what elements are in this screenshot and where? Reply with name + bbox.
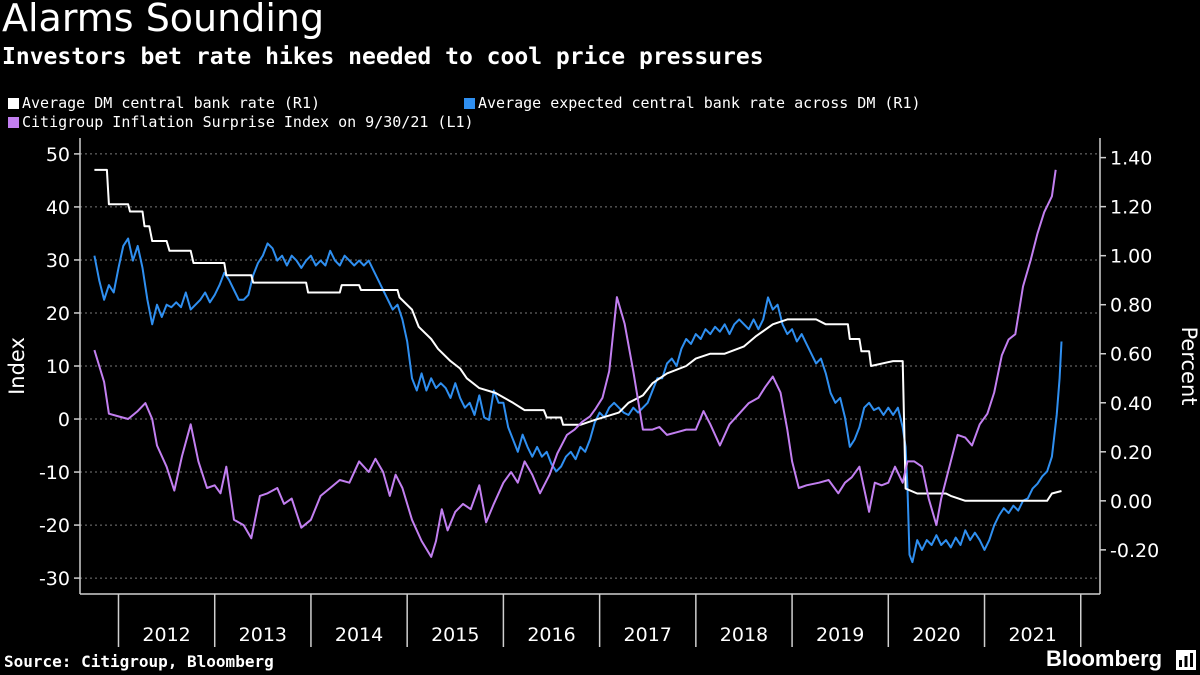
left-tick-label: -30 xyxy=(39,568,70,590)
chart-title: Alarms Sounding xyxy=(2,0,325,40)
legend-swatch-expected-rate xyxy=(464,97,475,109)
source-note: Source: Citigroup, Bloomberg xyxy=(4,652,274,671)
brand-logo: Bloomberg xyxy=(1046,646,1163,671)
year-label: 2014 xyxy=(335,624,383,646)
year-label: 2020 xyxy=(912,624,960,646)
year-label: 2013 xyxy=(239,624,287,646)
right-tick-label: 0.60 xyxy=(1110,344,1152,366)
year-label: 2019 xyxy=(816,624,864,646)
tick-labels: 50 40 30 20 10 0 -10 -20 -30 1.40 1.20 1.00 0.80 0.60… xyxy=(39,144,1159,647)
right-tick-label: 0.40 xyxy=(1110,393,1152,415)
year-label: 2017 xyxy=(624,624,672,646)
series-line-citi-index xyxy=(93,169,1057,558)
legend-swatch-citi-index xyxy=(8,116,19,128)
year-label: 2021 xyxy=(1008,624,1056,646)
chart-subtitle: Investors bet rate hikes needed to cool … xyxy=(2,44,764,70)
legend-item-expected-rate: Average expected central bank rate acros… xyxy=(464,94,921,112)
year-label: 2015 xyxy=(431,624,479,646)
left-tick-label: -20 xyxy=(39,515,70,537)
year-label: 2016 xyxy=(527,624,575,646)
right-tick-label: 0.80 xyxy=(1110,295,1152,317)
grid-lines xyxy=(80,153,1100,579)
legend-label-expected-rate: Average expected central bank rate acros… xyxy=(478,94,921,112)
legend-item-citi-index: Citigroup Inflation Surprise Index on 9/… xyxy=(8,113,474,131)
series-line-dm-rate xyxy=(94,168,1062,502)
left-tick-label: 40 xyxy=(46,197,70,219)
series-lines xyxy=(93,168,1063,564)
left-tick-label: 30 xyxy=(46,250,70,272)
left-tick-label: 10 xyxy=(46,356,70,378)
legend-label-citi-index: Citigroup Inflation Surprise Index on 9/… xyxy=(22,113,474,131)
bloomberg-terminal-icon xyxy=(1176,650,1196,670)
series-line-expected-rate xyxy=(93,237,1063,564)
year-label: 2018 xyxy=(720,624,768,646)
left-tick-label: 0 xyxy=(58,409,70,431)
right-tick-label: 0.00 xyxy=(1110,491,1152,513)
left-tick-label: -10 xyxy=(39,462,70,484)
right-tick-label: 0.20 xyxy=(1110,442,1152,464)
left-axis-title: Index xyxy=(5,337,29,395)
right-tick-label: 1.40 xyxy=(1110,148,1152,170)
right-tick-label: 1.00 xyxy=(1110,246,1152,268)
year-label: 2012 xyxy=(142,624,190,646)
left-tick-label: 50 xyxy=(46,144,70,166)
legend-swatch-dm-rate xyxy=(8,97,19,109)
legend-item-dm-rate: Average DM central bank rate (R1) xyxy=(8,94,320,112)
left-tick-label: 20 xyxy=(46,303,70,325)
right-axis-title: Percent xyxy=(1177,326,1200,405)
legend-label-dm-rate: Average DM central bank rate (R1) xyxy=(22,94,321,112)
right-tick-label: -0.20 xyxy=(1110,540,1159,562)
right-tick-label: 1.20 xyxy=(1110,197,1152,219)
